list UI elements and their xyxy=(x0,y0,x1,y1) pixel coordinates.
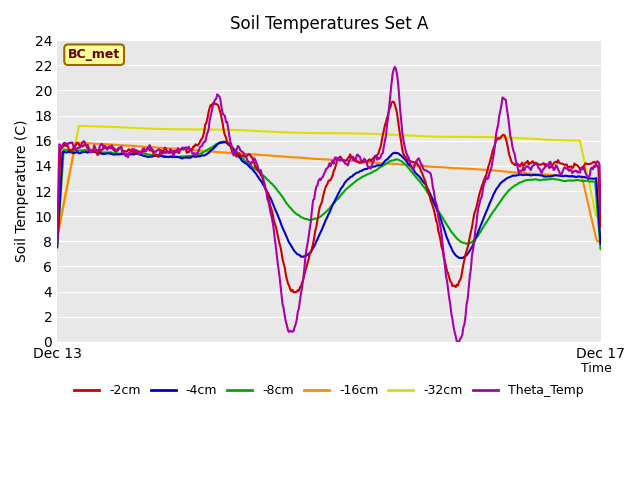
X-axis label: Time: Time xyxy=(580,361,611,374)
Text: BC_met: BC_met xyxy=(68,48,120,61)
Legend: -2cm, -4cm, -8cm, -16cm, -32cm, Theta_Temp: -2cm, -4cm, -8cm, -16cm, -32cm, Theta_Te… xyxy=(69,379,588,402)
Y-axis label: Soil Temperature (C): Soil Temperature (C) xyxy=(15,120,29,262)
Title: Soil Temperatures Set A: Soil Temperatures Set A xyxy=(230,15,428,33)
